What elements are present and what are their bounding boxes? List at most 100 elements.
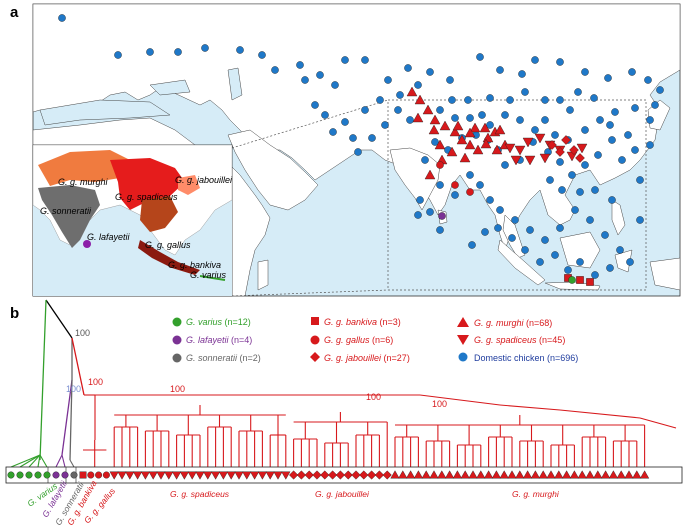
tip-murghi: [398, 470, 408, 479]
domestic-point: [416, 196, 424, 204]
domestic-point: [576, 188, 584, 196]
inset-label-sonneratii: G. sonneratii: [40, 206, 92, 216]
legend-count-spadiceus: (n=45): [537, 335, 566, 345]
domestic-point: [349, 134, 357, 142]
domestic-point: [508, 234, 516, 242]
domestic-point: [636, 176, 644, 184]
murghi-point: [472, 144, 484, 155]
tip-spadiceus: [171, 471, 182, 480]
spadiceus-point: [514, 145, 526, 156]
lafayetii-point: [438, 212, 446, 220]
tip-murghi: [530, 470, 541, 479]
domestic-point: [321, 111, 329, 119]
tip-murghi: [515, 470, 525, 479]
spadiceus-point: [576, 143, 588, 154]
branch-root-black: [45, 299, 73, 339]
legend-item-gallus: G. g. gallus (n=6): [324, 335, 393, 345]
tip-murghi: [476, 470, 486, 479]
legend-count-bankiva: (n=3): [377, 317, 401, 327]
domestic-point: [594, 151, 602, 159]
legend-item-bankiva: G. g. bankiva (n=3): [324, 317, 401, 327]
legend-marker-sonneratii: [172, 353, 182, 363]
domestic-point: [404, 64, 412, 72]
wild-points: [406, 86, 594, 286]
inset-label-jabouillei: G. g. jabouillei: [175, 175, 233, 185]
branch-varius: [19, 454, 41, 468]
gallus-point: [466, 188, 474, 196]
domestic-point: [624, 131, 632, 139]
tip-varius: [16, 471, 24, 479]
murghi-point: [479, 122, 491, 133]
domestic-point: [114, 51, 122, 59]
tip-jabouillei: [367, 470, 377, 480]
domestic-point: [301, 76, 309, 84]
legend-count-gallus: (n=6): [370, 335, 394, 345]
domestic-point: [616, 246, 624, 254]
domestic-point: [646, 116, 654, 124]
murghi-point: [494, 124, 506, 135]
tip-spadiceus: [109, 471, 119, 480]
domestic-point: [581, 161, 589, 169]
bootstrap-2: 100: [66, 384, 81, 394]
domestic-point: [341, 118, 349, 126]
domestic-point: [486, 94, 494, 102]
tip-spadiceus: [203, 471, 213, 480]
legend-count-murghi: (n=68): [524, 318, 553, 328]
tip-spadiceus: [156, 471, 166, 480]
legend-species-jabouillei: G. g. jabouillei: [324, 353, 382, 363]
tip-gallus: [102, 471, 110, 479]
tip-label-jabouillei: G. g. jabouillei: [315, 489, 370, 499]
domestic-point: [436, 226, 444, 234]
legend-count-jabouillei: (n=27): [381, 353, 410, 363]
domestic-point: [501, 161, 509, 169]
branch-grey-purple: [61, 379, 73, 456]
tip-murghi: [569, 470, 580, 479]
range-murghi: [38, 150, 130, 186]
domestic-point: [316, 71, 324, 79]
domestic-point: [521, 88, 529, 96]
tip-murghi: [546, 470, 556, 479]
domestic-point: [541, 96, 549, 104]
murghi-point: [452, 120, 464, 131]
range-gallus: [140, 196, 178, 232]
tip-murghi: [608, 470, 619, 479]
legend: G. varius (n=12) G. lafayetii (n=4) G. s…: [172, 317, 578, 363]
domestic-point: [556, 224, 564, 232]
domestic-point: [618, 156, 626, 164]
tip-murghi: [437, 470, 447, 479]
tip-murghi: [600, 470, 611, 479]
branch-lafayetii: [61, 454, 66, 468]
murghi-point: [480, 138, 492, 149]
domestic-point: [608, 136, 616, 144]
domestic-point: [258, 51, 266, 59]
domestic-point: [486, 196, 494, 204]
spadiceus-point: [522, 137, 534, 148]
panel-b-label: b: [10, 305, 19, 322]
domestic-point: [586, 216, 594, 224]
branch-lafayetii: [55, 454, 63, 468]
tip-jabouillei: [320, 470, 330, 480]
domestic-point: [646, 141, 654, 149]
inset-label-varius: G. varius: [190, 270, 227, 280]
domestic-point: [574, 88, 582, 96]
legend-marker-bankiva: [311, 317, 319, 325]
tip-spadiceus: [132, 471, 143, 480]
domestic-point: [341, 56, 349, 64]
tip-spadiceus: [273, 471, 283, 480]
land-newguinea: [649, 257, 680, 291]
tip-murghi: [452, 470, 463, 479]
domestic-point: [606, 121, 614, 129]
domestic-point: [546, 176, 554, 184]
tip-murghi: [429, 470, 439, 479]
domestic-point: [591, 271, 599, 279]
spadiceus-point: [534, 133, 546, 144]
bankiva-point: [576, 276, 584, 284]
legend-species-murghi: G. g. murghi: [474, 318, 525, 328]
tip-spadiceus: [125, 471, 135, 480]
branch-backbone: [639, 417, 677, 429]
domestic-point: [591, 186, 599, 194]
tip-murghi: [390, 470, 400, 479]
tip-spadiceus: [265, 471, 275, 480]
domestic-point: [531, 56, 539, 64]
domestic-point: [556, 96, 564, 104]
